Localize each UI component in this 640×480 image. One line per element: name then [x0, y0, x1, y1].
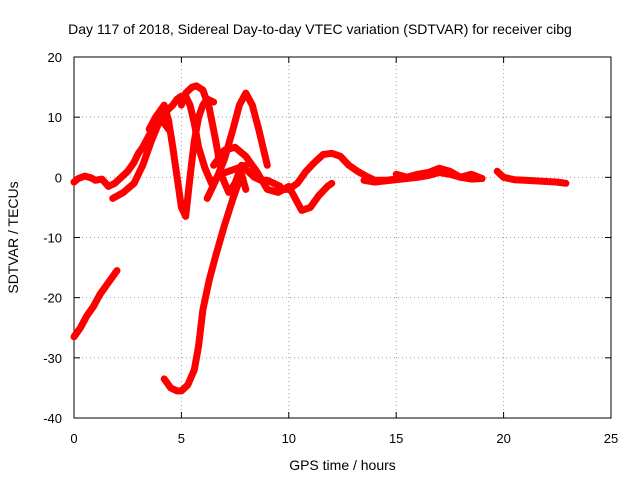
grid [74, 57, 611, 418]
y-tick-label: 0 [55, 170, 62, 185]
x-tick-label: 25 [604, 431, 618, 446]
y-tick-label: -40 [43, 411, 62, 426]
y-tick-label: -20 [43, 291, 62, 306]
x-tick-label: 5 [178, 431, 185, 446]
data-series-line [493, 167, 570, 187]
x-tick-label: 10 [282, 431, 296, 446]
x-axis-label: GPS time / hours [289, 457, 396, 473]
data-series-line [392, 164, 486, 182]
data-series [70, 82, 570, 395]
data-series-line [203, 89, 271, 202]
y-tick-label: -30 [43, 351, 62, 366]
data-series-line [70, 267, 121, 341]
y-tick-label: 20 [48, 50, 62, 65]
y-axis-label: SDTVAR / TECUs [5, 181, 21, 293]
axis-ticks: 0 5 10 15 20 25 -40 -30 -20 -10 0 10 20 [43, 50, 618, 446]
x-tick-label: 0 [70, 431, 77, 446]
data-series-line [145, 95, 218, 220]
x-tick-label: 15 [389, 431, 403, 446]
x-tick-label: 20 [496, 431, 510, 446]
chart-title: Day 117 of 2018, Sidereal Day-to-day VTE… [68, 21, 572, 37]
y-tick-label: 10 [48, 110, 62, 125]
y-tick-label: -10 [43, 231, 62, 246]
data-series-line [160, 170, 250, 395]
